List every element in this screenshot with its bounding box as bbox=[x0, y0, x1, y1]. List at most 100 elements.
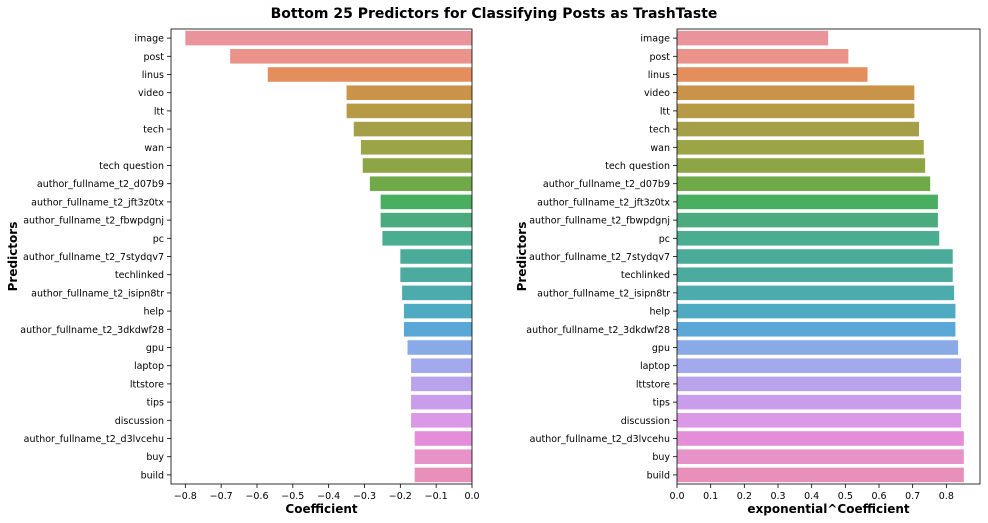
y-tick-label: author_fullname_t2_d3lvcehu bbox=[24, 434, 164, 445]
y-tick-label: author_fullname_t2_d3lvcehu bbox=[530, 434, 670, 445]
x-tick-label: −0.1 bbox=[425, 491, 448, 502]
x-tick-label: 0.8 bbox=[939, 491, 954, 502]
y-tick-label: linus bbox=[648, 70, 670, 81]
y-tick-label: lttstore bbox=[130, 379, 164, 390]
y-tick-label: tech bbox=[649, 125, 670, 136]
y-tick-label: image bbox=[134, 34, 164, 45]
y-tick-label: author_fullname_t2_d07b9 bbox=[543, 179, 670, 190]
y-tick-label: wan bbox=[144, 143, 164, 154]
bar-0-17 bbox=[407, 340, 472, 355]
bar-0-19 bbox=[411, 376, 472, 392]
bar-0-8 bbox=[369, 176, 472, 191]
y-tick-label: ltt bbox=[660, 106, 670, 117]
bar-1-7 bbox=[677, 158, 926, 173]
bar-1-17 bbox=[677, 340, 959, 355]
y-tick-label: laptop bbox=[134, 361, 164, 372]
bar-1-18 bbox=[677, 358, 962, 373]
y-tick-label: help bbox=[143, 307, 164, 318]
bar-1-15 bbox=[677, 303, 956, 319]
bar-1-22 bbox=[677, 431, 964, 446]
x-tick-label: −0.8 bbox=[174, 491, 197, 502]
bar-1-2 bbox=[677, 67, 868, 82]
y-tick-label: author_fullname_t2_3dkdwf28 bbox=[20, 325, 164, 336]
y-tick-label: build bbox=[141, 470, 164, 481]
bar-0-13 bbox=[400, 267, 472, 282]
bar-1-8 bbox=[677, 176, 931, 191]
y-axis-label: Predictors bbox=[6, 222, 20, 292]
bar-1-14 bbox=[677, 285, 955, 301]
x-tick-label: −0.2 bbox=[389, 491, 412, 502]
bar-0-6 bbox=[360, 140, 472, 155]
bar-0-23 bbox=[414, 449, 472, 464]
bar-1-24 bbox=[677, 467, 964, 483]
y-tick-label: video bbox=[138, 88, 164, 99]
bar-1-13 bbox=[677, 267, 953, 282]
bar-0-15 bbox=[403, 303, 472, 319]
y-tick-label: tips bbox=[147, 398, 164, 409]
bar-0-7 bbox=[362, 158, 472, 173]
y-tick-label: author_fullname_t2_jft3z0tx bbox=[537, 197, 670, 208]
bar-1-21 bbox=[677, 413, 962, 428]
bar-1-9 bbox=[677, 194, 938, 210]
bar-1-1 bbox=[677, 49, 849, 64]
bar-1-19 bbox=[677, 376, 962, 392]
y-tick-label: author_fullname_t2_jft3z0tx bbox=[31, 197, 164, 208]
y-tick-label: pc bbox=[659, 234, 670, 245]
x-tick-label: 0.1 bbox=[703, 491, 718, 502]
bar-1-23 bbox=[677, 449, 964, 464]
x-axis-label: Coefficient bbox=[285, 502, 357, 516]
axes-frame bbox=[676, 28, 981, 485]
bar-0-3 bbox=[346, 85, 472, 100]
bar-1-5 bbox=[677, 121, 920, 137]
bar-1-10 bbox=[677, 212, 938, 228]
bar-0-20 bbox=[411, 394, 472, 410]
bar-0-2 bbox=[267, 67, 472, 82]
x-tick-label: 0.5 bbox=[838, 491, 853, 502]
y-tick-label: tips bbox=[653, 398, 670, 409]
bar-0-22 bbox=[414, 431, 472, 446]
left-panel-coefficient: image post linus video ltt tech wan tech questi… bbox=[6, 28, 480, 516]
y-tick-label: tech bbox=[143, 125, 164, 136]
y-tick-label: build bbox=[647, 470, 670, 481]
y-tick-label: author_fullname_t2_7stydqv7 bbox=[529, 252, 670, 263]
x-tick-label: −0.7 bbox=[210, 491, 233, 502]
x-tick-label: 0.6 bbox=[871, 491, 886, 502]
y-tick-label: author_fullname_t2_d07b9 bbox=[37, 179, 164, 190]
x-tick-label: 0.0 bbox=[464, 491, 479, 502]
y-tick-label: pc bbox=[153, 234, 164, 245]
bar-0-9 bbox=[380, 194, 472, 210]
y-tick-label: gpu bbox=[146, 343, 164, 354]
bar-1-0 bbox=[677, 30, 829, 46]
x-axis-label: exponential^Coefficient bbox=[747, 502, 910, 516]
bar-0-16 bbox=[403, 322, 472, 337]
y-tick-label: wan bbox=[650, 143, 670, 154]
x-tick-label: 0.4 bbox=[804, 491, 819, 502]
y-tick-label: laptop bbox=[640, 361, 670, 372]
y-tick-label: post bbox=[143, 52, 164, 63]
y-tick-label: video bbox=[644, 88, 670, 99]
y-tick-label: tech question bbox=[99, 161, 164, 172]
y-tick-label: lttstore bbox=[636, 379, 670, 390]
y-tick-label: ltt bbox=[154, 106, 164, 117]
y-axis-label: Predictors bbox=[515, 222, 529, 292]
bar-0-1 bbox=[230, 49, 472, 64]
x-tick-label: 0.7 bbox=[905, 491, 920, 502]
y-tick-label: buy bbox=[652, 452, 670, 463]
y-tick-label: discussion bbox=[115, 416, 164, 427]
x-tick-label: −0.4 bbox=[317, 491, 340, 502]
y-tick-label: author_fullname_t2_7stydqv7 bbox=[23, 252, 164, 263]
bar-0-24 bbox=[414, 467, 472, 483]
bar-0-14 bbox=[402, 285, 472, 301]
bar-1-16 bbox=[677, 322, 956, 337]
bar-0-18 bbox=[411, 358, 472, 373]
y-tick-label: post bbox=[649, 52, 670, 63]
bar-0-21 bbox=[411, 413, 472, 428]
x-tick-label: −0.6 bbox=[245, 491, 268, 502]
axes-frame bbox=[170, 28, 473, 485]
bar-0-0 bbox=[185, 30, 473, 46]
y-tick-label: discussion bbox=[621, 416, 670, 427]
bar-0-11 bbox=[382, 231, 472, 246]
y-tick-label: linus bbox=[142, 70, 164, 81]
